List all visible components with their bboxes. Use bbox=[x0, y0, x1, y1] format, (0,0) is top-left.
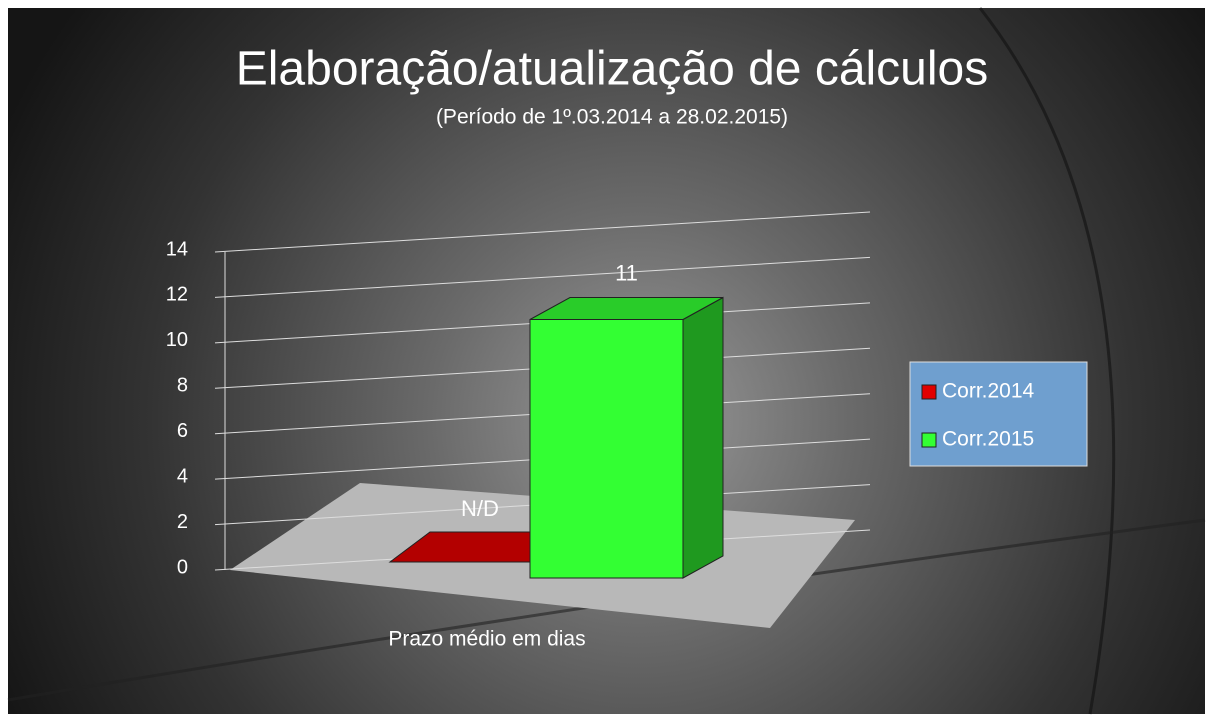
legend bbox=[909, 361, 1088, 467]
legend-label: Corr.2014 bbox=[942, 380, 1035, 403]
y-tick-label: 14 bbox=[166, 238, 188, 260]
y-tick-label: 8 bbox=[177, 375, 188, 397]
y-tick-label: 10 bbox=[166, 329, 188, 351]
bar-front bbox=[529, 319, 684, 579]
grid-line bbox=[214, 211, 871, 253]
y-tick-label: 4 bbox=[177, 465, 188, 487]
bar-side bbox=[682, 296, 724, 579]
bar bbox=[529, 296, 724, 579]
y-tick-label: 6 bbox=[177, 420, 188, 442]
y-tick-label: 0 bbox=[177, 556, 188, 578]
decoration bbox=[978, 7, 1116, 715]
x-tick-label: Prazo médio em dias bbox=[388, 628, 585, 651]
y-tick-label: 12 bbox=[166, 284, 188, 306]
legend-swatch bbox=[921, 432, 937, 448]
chart-subtitle: (Período de 1º.03.2014 a 28.02.2015) bbox=[436, 106, 788, 129]
chart-title: Elaboração/atualização de cálculos bbox=[236, 43, 988, 96]
legend-label: Corr.2015 bbox=[942, 428, 1034, 451]
data-label: N/D bbox=[461, 496, 499, 521]
legend-swatch bbox=[921, 384, 937, 400]
grid-line bbox=[214, 256, 871, 298]
y-tick-label: 2 bbox=[177, 511, 188, 533]
data-label: 11 bbox=[615, 260, 638, 285]
